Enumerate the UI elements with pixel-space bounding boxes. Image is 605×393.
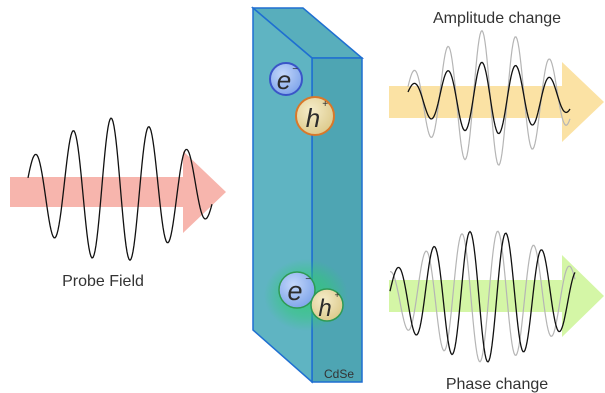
- exciton-electron-symbol: e: [287, 276, 302, 306]
- phase-output-wave: [389, 230, 576, 363]
- phase-reference-wave: [390, 230, 576, 363]
- amplitude-change-label: Amplitude change: [433, 10, 561, 27]
- hole-charge: +: [322, 99, 328, 110]
- phase-change-label: Phase change: [446, 376, 548, 393]
- electron-symbol: e: [277, 65, 291, 95]
- exciton-hole-charge: +: [334, 290, 339, 300]
- amplitude-arrow: [389, 62, 604, 142]
- exciton-pair: e − h +: [264, 259, 348, 331]
- hole-symbol: h: [306, 103, 320, 133]
- electron-charge: −: [292, 64, 298, 75]
- exciton-hole-symbol: h: [318, 295, 331, 322]
- electron-particle: e −: [269, 62, 303, 96]
- probe-field-label: Probe Field: [62, 273, 144, 290]
- exciton-electron-charge: −: [305, 274, 311, 285]
- hole-particle: h +: [295, 96, 335, 136]
- probe-arrow: [10, 151, 226, 233]
- probe-wave: [27, 117, 213, 262]
- amplitude-reference-wave: [407, 29, 571, 166]
- amplitude-output-wave: [407, 61, 571, 135]
- material-label: CdSe: [324, 367, 354, 381]
